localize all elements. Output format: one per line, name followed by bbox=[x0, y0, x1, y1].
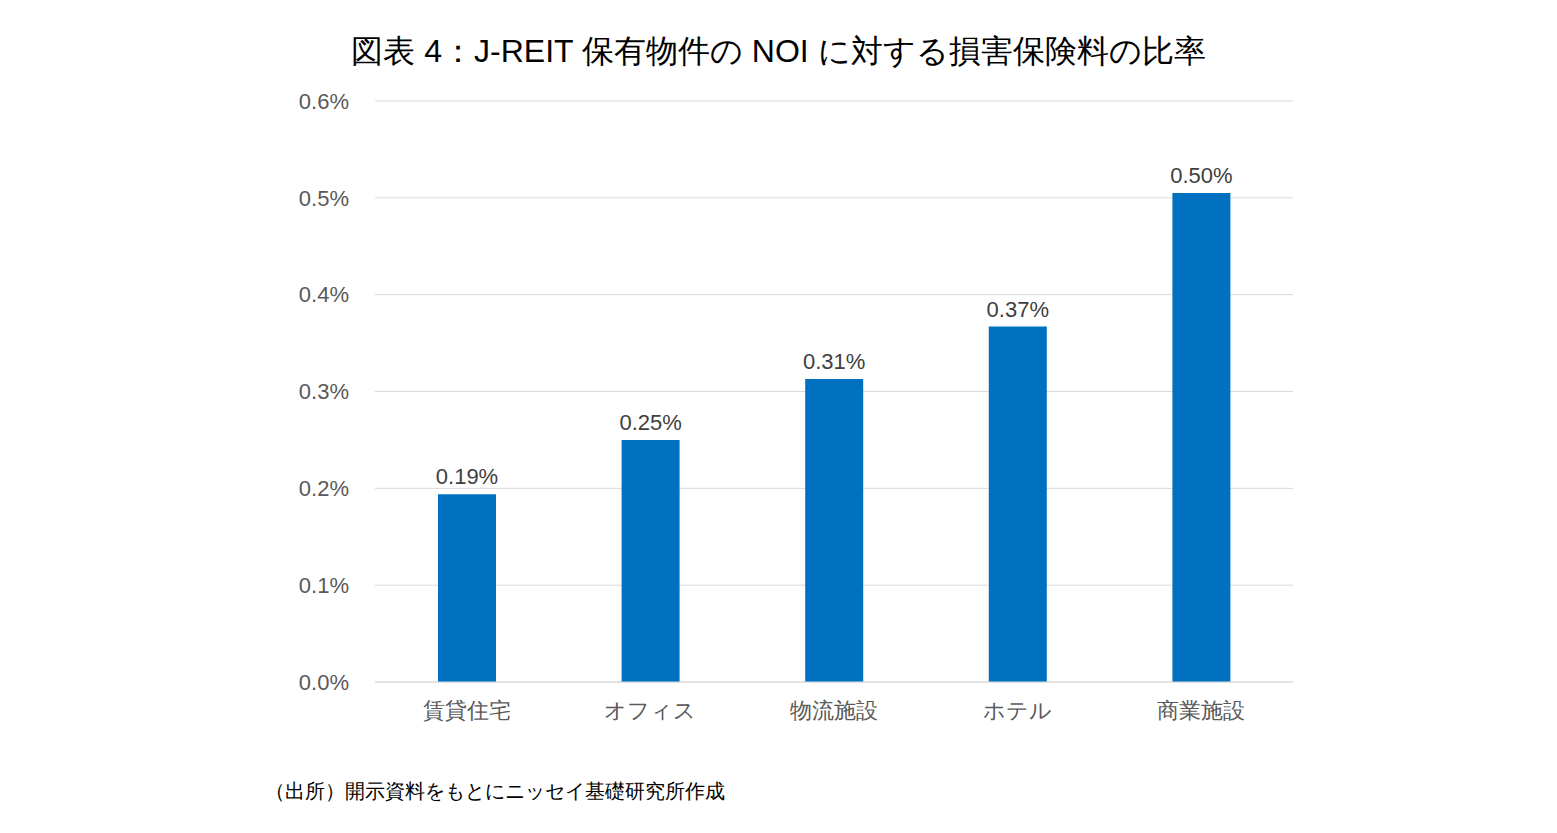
html-text:（出所）開示資料をもとにニッセイ基礎研究所作成: （出所）開示資料をもとにニッセイ基礎研究所作成 bbox=[265, 780, 725, 802]
svg-text:オフィス: オフィス bbox=[604, 698, 696, 723]
svg-text:0.3%: 0.3% bbox=[299, 379, 349, 404]
svg-text:0.31%: 0.31% bbox=[803, 349, 865, 374]
html-text:図表 4：J-REIT 保有物件の NOI に対する損害保険: 図表 4：J-REIT 保有物件の NOI に対する損害保険料の比率 bbox=[351, 33, 1206, 69]
svg-text:0.50%: 0.50% bbox=[1170, 163, 1232, 188]
svg-text:賃貸住宅: 賃貸住宅 bbox=[423, 698, 511, 723]
svg-text:0.2%: 0.2% bbox=[299, 476, 349, 501]
svg-text:0.5%: 0.5% bbox=[299, 186, 349, 211]
svg-text:0.6%: 0.6% bbox=[299, 89, 349, 114]
svg-text:ホテル: ホテル bbox=[983, 698, 1052, 723]
svg-text:0.0%: 0.0% bbox=[299, 670, 349, 695]
svg-text:0.19%: 0.19% bbox=[436, 464, 498, 489]
svg-text:0.37%: 0.37% bbox=[987, 297, 1049, 322]
svg-text:0.4%: 0.4% bbox=[299, 282, 349, 307]
svg-text:商業施設: 商業施設 bbox=[1157, 698, 1245, 723]
svg-text:物流施設: 物流施設 bbox=[790, 698, 878, 723]
svg-text:0.25%: 0.25% bbox=[619, 410, 681, 435]
svg-text:0.1%: 0.1% bbox=[299, 573, 349, 598]
